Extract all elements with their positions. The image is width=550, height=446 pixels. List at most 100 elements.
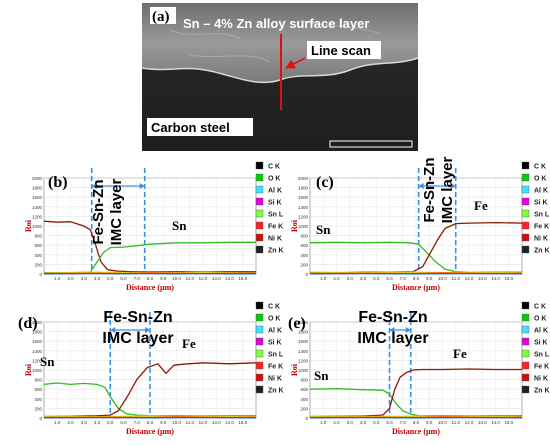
x-tick-label: 6.0 — [386, 276, 393, 281]
x-tick-label: 11.0 — [186, 420, 195, 425]
y-axis-title: Roi — [290, 219, 299, 232]
y-tick-label: 1200 — [298, 358, 309, 363]
x-tick-label: 11.0 — [186, 276, 195, 281]
x-tick-label: 13.0 — [478, 276, 487, 281]
y-tick-label: 1000 — [298, 224, 309, 229]
legend-swatch — [521, 185, 530, 194]
imc-arrow-head-right — [405, 327, 411, 333]
legend: C K O K Al K Si K Sn L Fe K Ni K Zn K — [521, 301, 550, 395]
y-tick-label: 2000 — [32, 176, 43, 181]
y-tick-label: 1400 — [32, 349, 43, 354]
legend-swatch — [255, 373, 264, 382]
x-tick-label: 14.0 — [491, 420, 500, 425]
x-tick-label: 10.0 — [438, 276, 447, 281]
legend-swatch — [521, 313, 530, 322]
y-tick-label: 2000 — [298, 320, 309, 325]
legend-label: C K — [534, 164, 546, 171]
y-tick-label: 1000 — [32, 224, 43, 229]
imc-label-line-2: IMC layer — [102, 330, 173, 347]
x-tick-label: 8.0 — [147, 276, 154, 281]
sem-label-box — [150, 7, 176, 24]
legend-swatch — [521, 361, 530, 370]
x-tick-label: 12.0 — [199, 420, 208, 425]
x-tick-label: 13.0 — [478, 420, 487, 425]
legend-swatch — [255, 245, 264, 254]
curve-label-fe: Fe — [474, 198, 488, 213]
legend-label: Ni K — [534, 236, 548, 243]
x-tick-label: 4.0 — [360, 420, 367, 425]
legend-label: O K — [534, 316, 546, 323]
y-tick-label: 0 — [39, 272, 42, 277]
x-tick-label: 6.0 — [120, 420, 127, 425]
legend-swatch — [521, 209, 530, 218]
y-tick-label: 600 — [300, 387, 308, 392]
legend-swatch — [521, 233, 530, 242]
x-tick-label: 3.0 — [81, 276, 88, 281]
x-tick-label: 9.0 — [426, 420, 433, 425]
x-tick-label: 5.0 — [107, 420, 114, 425]
y-tick-label: 1800 — [32, 330, 43, 335]
x-tick-label: 15.0 — [238, 420, 247, 425]
legend-swatch — [521, 373, 530, 382]
x-tick-label: 13.0 — [212, 420, 221, 425]
y-tick-label: 1600 — [32, 195, 43, 200]
y-tick-label: 1800 — [298, 330, 309, 335]
x-axis-title: Distance (µm) — [392, 427, 440, 436]
imc-label-line-2: IMC layer — [439, 156, 456, 223]
x-tick-label: 2.0 — [67, 420, 74, 425]
legend-label: Si K — [534, 200, 548, 207]
x-axis-title: Distance (µm) — [392, 283, 440, 292]
curve-label-fe: Fe — [453, 346, 467, 361]
x-tick-label: 10.0 — [172, 420, 181, 425]
legend-label: Al K — [268, 328, 282, 335]
legend-swatch — [255, 313, 264, 322]
legend-label: Fe K — [534, 364, 549, 371]
imc-arrow-head-left — [389, 327, 395, 333]
imc-label-line-2: IMC layer — [357, 330, 428, 347]
y-tick-label: 200 — [34, 406, 42, 411]
x-tick-label: 10.0 — [172, 276, 181, 281]
y-tick-label: 200 — [300, 406, 308, 411]
curve-label-sn: Sn — [40, 354, 55, 369]
x-tick-label: 15.0 — [238, 276, 247, 281]
x-tick-label: 1.0 — [320, 420, 327, 425]
curve-label-sn: Sn — [172, 218, 187, 233]
x-axis-title: Distance (µm) — [126, 427, 174, 436]
legend-label: Ni K — [268, 236, 282, 243]
x-tick-label: 14.0 — [225, 276, 234, 281]
y-axis-title: Roi — [24, 363, 33, 376]
y-tick-label: 0 — [305, 272, 308, 277]
scan-label-box — [307, 41, 381, 59]
y-tick-label: 1200 — [298, 214, 309, 219]
x-tick-label: 5.0 — [107, 276, 114, 281]
y-tick-label: 600 — [300, 243, 308, 248]
y-tick-label: 1400 — [298, 349, 309, 354]
y-tick-label: 1800 — [298, 186, 309, 191]
y-tick-label: 1400 — [298, 205, 309, 210]
legend-swatch — [255, 233, 264, 242]
legend-label: Zn K — [534, 248, 550, 255]
x-tick-label: 12.0 — [465, 420, 474, 425]
imc-arrow-head-left — [91, 183, 97, 189]
x-tick-label: 13.0 — [212, 276, 221, 281]
y-tick-label: 1200 — [32, 214, 43, 219]
imc-arrow-head-left — [110, 327, 116, 333]
legend-label: Si K — [268, 340, 282, 347]
y-tick-label: 1000 — [32, 368, 43, 373]
x-tick-label: 9.0 — [160, 420, 167, 425]
substrate-label: Carbon steel — [151, 120, 230, 135]
series-line-o-k — [309, 271, 522, 274]
legend-swatch — [255, 349, 264, 358]
x-tick-label: 8.0 — [413, 420, 420, 425]
y-tick-label: 1600 — [298, 339, 309, 344]
legend-swatch — [521, 349, 530, 358]
y-tick-label: 600 — [34, 243, 42, 248]
legend-label: Al K — [268, 188, 282, 195]
legend-label: Ni K — [534, 376, 548, 383]
x-tick-label: 9.0 — [160, 276, 167, 281]
y-tick-label: 1600 — [298, 195, 309, 200]
legend-label: O K — [534, 176, 546, 183]
sem-texture — [169, 19, 381, 63]
legend: C K O K Al K Si K Sn L Fe K Ni K Zn K — [255, 301, 284, 395]
imc-label-line-1: Fe-Sn-Zn — [103, 309, 172, 326]
